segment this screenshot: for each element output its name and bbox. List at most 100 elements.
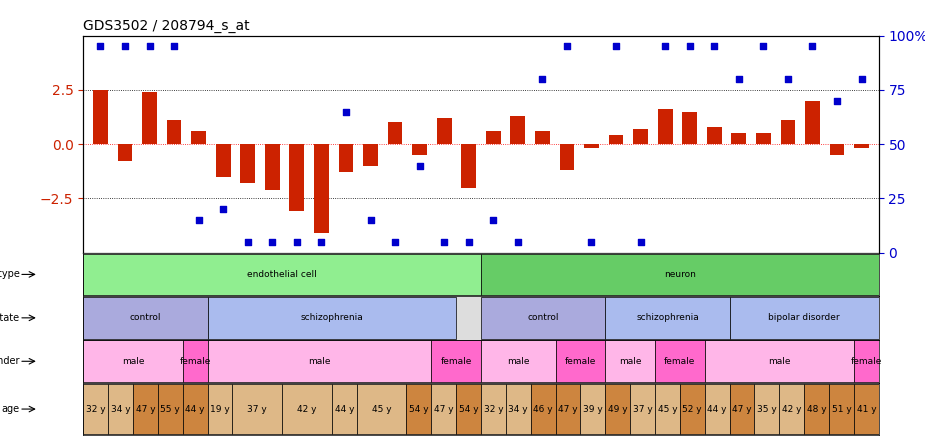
FancyBboxPatch shape bbox=[282, 384, 332, 434]
Text: male: male bbox=[619, 357, 641, 366]
Bar bbox=[683, 111, 697, 144]
Bar bbox=[707, 127, 722, 144]
Bar bbox=[732, 133, 746, 144]
FancyBboxPatch shape bbox=[581, 384, 605, 434]
Text: cell type: cell type bbox=[0, 270, 19, 279]
Bar bbox=[634, 129, 647, 144]
Text: schizophrenia: schizophrenia bbox=[636, 313, 698, 322]
Bar bbox=[93, 90, 108, 144]
Text: female: female bbox=[565, 357, 596, 366]
Text: 37 y: 37 y bbox=[633, 404, 652, 413]
Text: control: control bbox=[130, 313, 161, 322]
FancyBboxPatch shape bbox=[779, 384, 804, 434]
Bar bbox=[756, 133, 771, 144]
Text: 47 y: 47 y bbox=[733, 404, 752, 413]
FancyBboxPatch shape bbox=[108, 384, 133, 434]
Text: female: female bbox=[179, 357, 211, 366]
Point bbox=[658, 43, 672, 50]
Point bbox=[634, 238, 648, 246]
Text: 49 y: 49 y bbox=[608, 404, 627, 413]
Text: schizophrenia: schizophrenia bbox=[301, 313, 364, 322]
Text: 47 y: 47 y bbox=[558, 404, 578, 413]
Bar bbox=[486, 131, 500, 144]
FancyBboxPatch shape bbox=[83, 341, 183, 382]
FancyBboxPatch shape bbox=[655, 384, 680, 434]
Point bbox=[364, 217, 378, 224]
Bar bbox=[781, 120, 796, 144]
Text: 37 y: 37 y bbox=[247, 404, 267, 413]
Bar bbox=[142, 92, 157, 144]
Text: 48 y: 48 y bbox=[807, 404, 826, 413]
Text: GDS3502 / 208794_s_at: GDS3502 / 208794_s_at bbox=[83, 19, 250, 33]
Bar bbox=[854, 144, 869, 148]
Bar bbox=[166, 120, 181, 144]
FancyBboxPatch shape bbox=[804, 384, 829, 434]
Text: 19 y: 19 y bbox=[210, 404, 229, 413]
FancyBboxPatch shape bbox=[158, 384, 183, 434]
Point bbox=[560, 43, 574, 50]
FancyBboxPatch shape bbox=[506, 384, 531, 434]
FancyBboxPatch shape bbox=[854, 341, 879, 382]
Point bbox=[854, 75, 869, 83]
Text: 39 y: 39 y bbox=[583, 404, 603, 413]
Text: female: female bbox=[851, 357, 882, 366]
Text: 34 y: 34 y bbox=[509, 404, 528, 413]
FancyBboxPatch shape bbox=[854, 384, 879, 434]
FancyBboxPatch shape bbox=[83, 254, 481, 295]
Bar bbox=[117, 144, 132, 162]
Point bbox=[462, 238, 476, 246]
Text: 47 y: 47 y bbox=[136, 404, 155, 413]
Point bbox=[142, 43, 157, 50]
Point bbox=[290, 238, 304, 246]
FancyBboxPatch shape bbox=[605, 384, 630, 434]
Bar bbox=[314, 144, 328, 233]
Point bbox=[93, 43, 108, 50]
Point bbox=[609, 43, 623, 50]
Bar bbox=[364, 144, 378, 166]
Bar bbox=[609, 135, 623, 144]
Bar bbox=[658, 109, 672, 144]
Text: 55 y: 55 y bbox=[160, 404, 180, 413]
FancyBboxPatch shape bbox=[332, 384, 357, 434]
FancyBboxPatch shape bbox=[431, 341, 481, 382]
Text: 45 y: 45 y bbox=[372, 404, 391, 413]
Text: male: male bbox=[768, 357, 791, 366]
FancyBboxPatch shape bbox=[481, 297, 605, 339]
Text: 44 y: 44 y bbox=[185, 404, 204, 413]
Text: 34 y: 34 y bbox=[111, 404, 130, 413]
Point bbox=[683, 43, 697, 50]
FancyBboxPatch shape bbox=[183, 384, 207, 434]
Point bbox=[216, 206, 230, 213]
FancyBboxPatch shape bbox=[705, 384, 730, 434]
Text: endothelial cell: endothelial cell bbox=[247, 270, 317, 279]
Point bbox=[830, 97, 845, 104]
Point bbox=[413, 162, 427, 169]
FancyBboxPatch shape bbox=[556, 384, 581, 434]
Text: 42 y: 42 y bbox=[297, 404, 316, 413]
Point bbox=[732, 75, 746, 83]
Text: control: control bbox=[527, 313, 559, 322]
FancyBboxPatch shape bbox=[481, 254, 879, 295]
Text: female: female bbox=[440, 357, 472, 366]
Bar bbox=[584, 144, 598, 148]
Point bbox=[756, 43, 771, 50]
Bar bbox=[511, 116, 525, 144]
FancyBboxPatch shape bbox=[83, 297, 207, 339]
Text: 42 y: 42 y bbox=[782, 404, 801, 413]
FancyBboxPatch shape bbox=[605, 341, 655, 382]
Text: 46 y: 46 y bbox=[534, 404, 553, 413]
FancyBboxPatch shape bbox=[133, 384, 158, 434]
Point bbox=[314, 238, 328, 246]
Text: 47 y: 47 y bbox=[434, 404, 453, 413]
Point bbox=[511, 238, 525, 246]
Bar bbox=[216, 144, 230, 177]
FancyBboxPatch shape bbox=[481, 341, 556, 382]
Text: 35 y: 35 y bbox=[757, 404, 777, 413]
Bar bbox=[413, 144, 427, 155]
FancyBboxPatch shape bbox=[730, 297, 879, 339]
FancyBboxPatch shape bbox=[207, 297, 456, 339]
FancyBboxPatch shape bbox=[456, 384, 481, 434]
Point bbox=[388, 238, 402, 246]
Point bbox=[437, 238, 451, 246]
FancyBboxPatch shape bbox=[680, 384, 705, 434]
